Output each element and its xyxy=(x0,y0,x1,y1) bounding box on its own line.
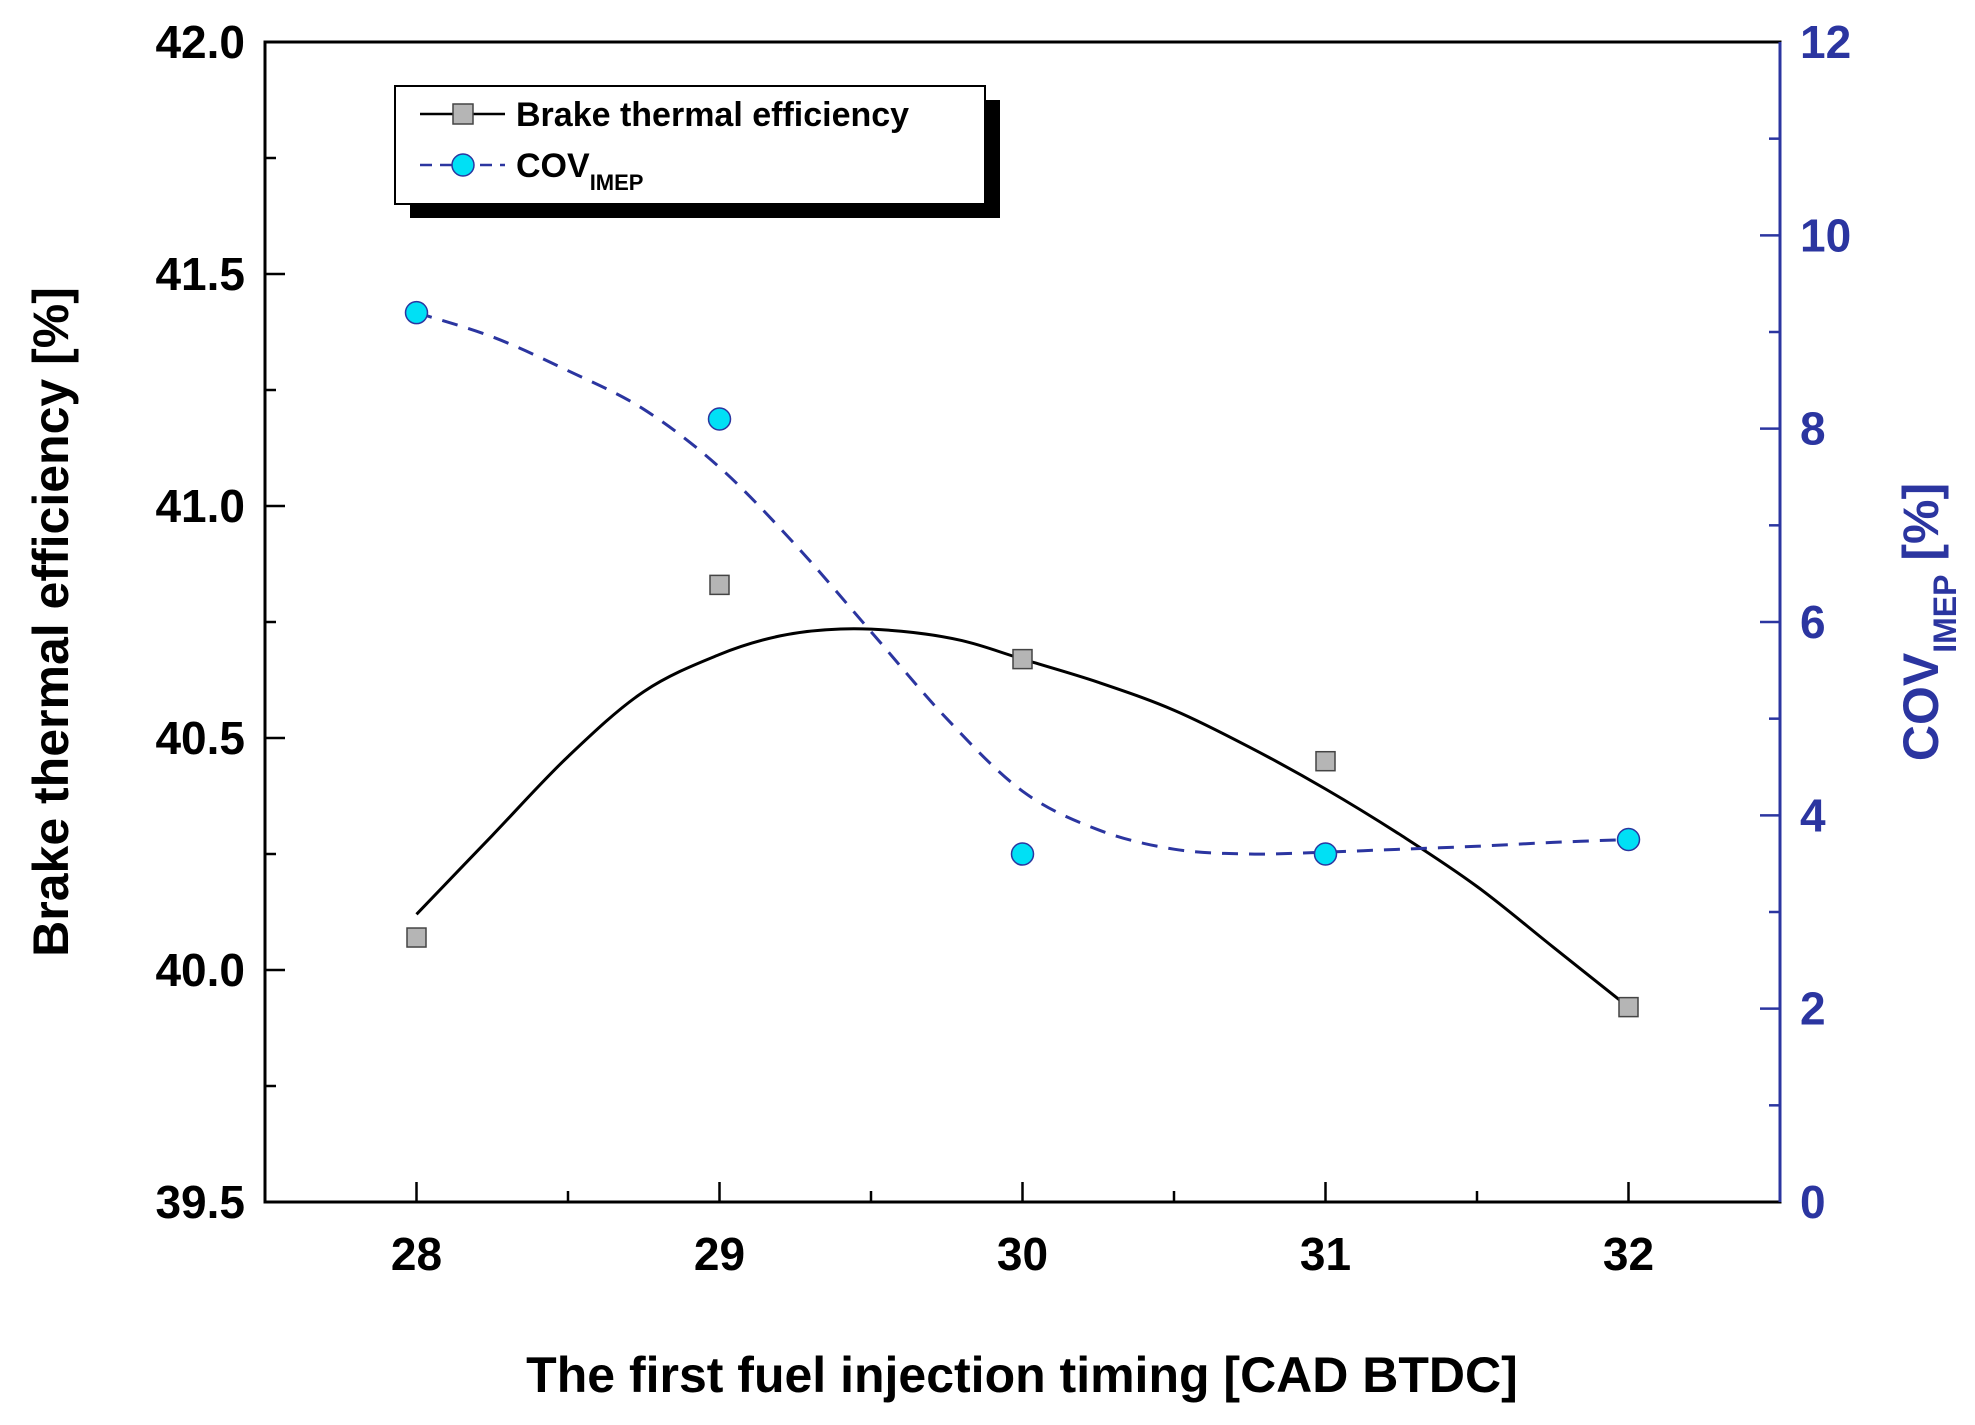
legend-cov-label-sub: IMEP xyxy=(590,170,644,195)
legend-cov-label-main: COV xyxy=(516,147,590,185)
left-axis-title: Brake thermal efficiency [%] xyxy=(23,287,79,957)
right-y-tick-label: 10 xyxy=(1800,209,1851,261)
right-axis-title: COVIMEP [%] xyxy=(1893,483,1963,761)
x-tick-label: 30 xyxy=(997,1228,1048,1280)
right-y-tick-label: 0 xyxy=(1800,1176,1826,1228)
cov-point xyxy=(404,300,429,325)
left-y-tick-label: 41.5 xyxy=(155,248,245,300)
right-axis-title-main: COV xyxy=(1893,652,1949,761)
left-y-tick-label: 40.0 xyxy=(155,944,245,996)
cov-point xyxy=(1010,842,1035,866)
bte-point xyxy=(709,574,730,596)
bte-point xyxy=(1618,996,1639,1018)
left-y-tick-label: 39.5 xyxy=(155,1176,245,1228)
legend-box xyxy=(394,85,986,205)
right-y-tick-label: 8 xyxy=(1800,403,1826,455)
legend-cov-label: COVIMEP xyxy=(516,147,643,195)
x-tick-label: 31 xyxy=(1300,1228,1351,1280)
bte-point xyxy=(406,927,427,948)
legend-bte-label: Brake thermal efficiency xyxy=(516,96,909,134)
right-axis-title-unit: [%] xyxy=(1893,483,1949,575)
right-y-tick-label: 6 xyxy=(1800,596,1826,648)
right-y-tick-label: 4 xyxy=(1800,789,1826,841)
tick-labels: 28 29 30 31 32 39.5 40.0 40.5 41.0 41.5 42.0 0 2 4 6 8 1… xyxy=(155,16,1851,1280)
legend: Brake thermal efficiency COVIMEP xyxy=(394,85,1000,218)
legend-cov-marker xyxy=(451,153,475,177)
right-y-tick-label: 2 xyxy=(1800,983,1826,1035)
left-y-tick-label: 41.0 xyxy=(155,480,245,532)
right-axis-title-sub: IMEP xyxy=(1927,575,1963,653)
cov-fit-curve xyxy=(416,311,1629,856)
x-tick-label: 32 xyxy=(1603,1228,1654,1280)
x-tick-label: 29 xyxy=(694,1228,745,1280)
left-y-tick-label: 42.0 xyxy=(155,16,245,68)
cov-point xyxy=(1616,827,1641,852)
fit-curves xyxy=(415,311,1630,1009)
bte-point xyxy=(1012,648,1033,670)
left-y-tick-label: 40.5 xyxy=(155,712,245,764)
legend-bte-marker xyxy=(452,103,474,125)
bte-point xyxy=(1315,750,1336,772)
x-axis-title: The first fuel injection timing [CAD BTD… xyxy=(526,1347,1518,1403)
data-markers xyxy=(404,300,1641,1018)
cov-point xyxy=(1313,842,1338,866)
x-tick-label: 28 xyxy=(391,1228,442,1280)
cov-point xyxy=(707,407,732,431)
right-y-tick-label: 12 xyxy=(1800,16,1851,68)
